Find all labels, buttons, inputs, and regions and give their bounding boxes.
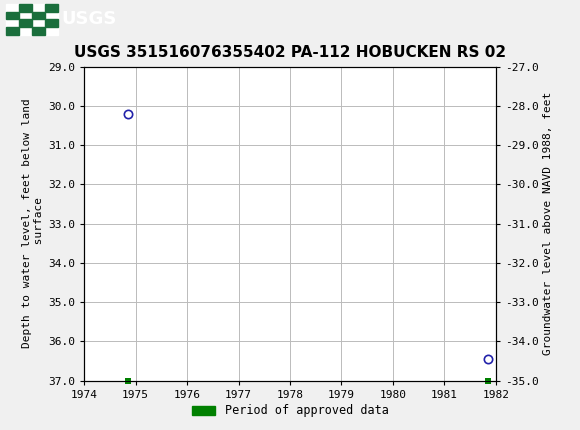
Bar [6, 27, 19, 35]
Y-axis label: Groundwater level above NAVD 1988, feet: Groundwater level above NAVD 1988, feet [543, 92, 553, 355]
Bar [32, 27, 45, 35]
Bar [32, 12, 45, 19]
Bar [19, 4, 32, 12]
Legend: Period of approved data: Period of approved data [187, 399, 393, 422]
Text: USGS: USGS [61, 10, 116, 28]
Text: USGS 351516076355402 PA-112 HOBUCKEN RS 02: USGS 351516076355402 PA-112 HOBUCKEN RS … [74, 45, 506, 60]
Y-axis label: Depth to water level, feet below land
 surface: Depth to water level, feet below land su… [22, 99, 44, 348]
Bar [45, 4, 58, 12]
Bar [45, 19, 58, 27]
Bar [6, 4, 58, 35]
Bar [6, 12, 19, 19]
Bar [19, 19, 32, 27]
